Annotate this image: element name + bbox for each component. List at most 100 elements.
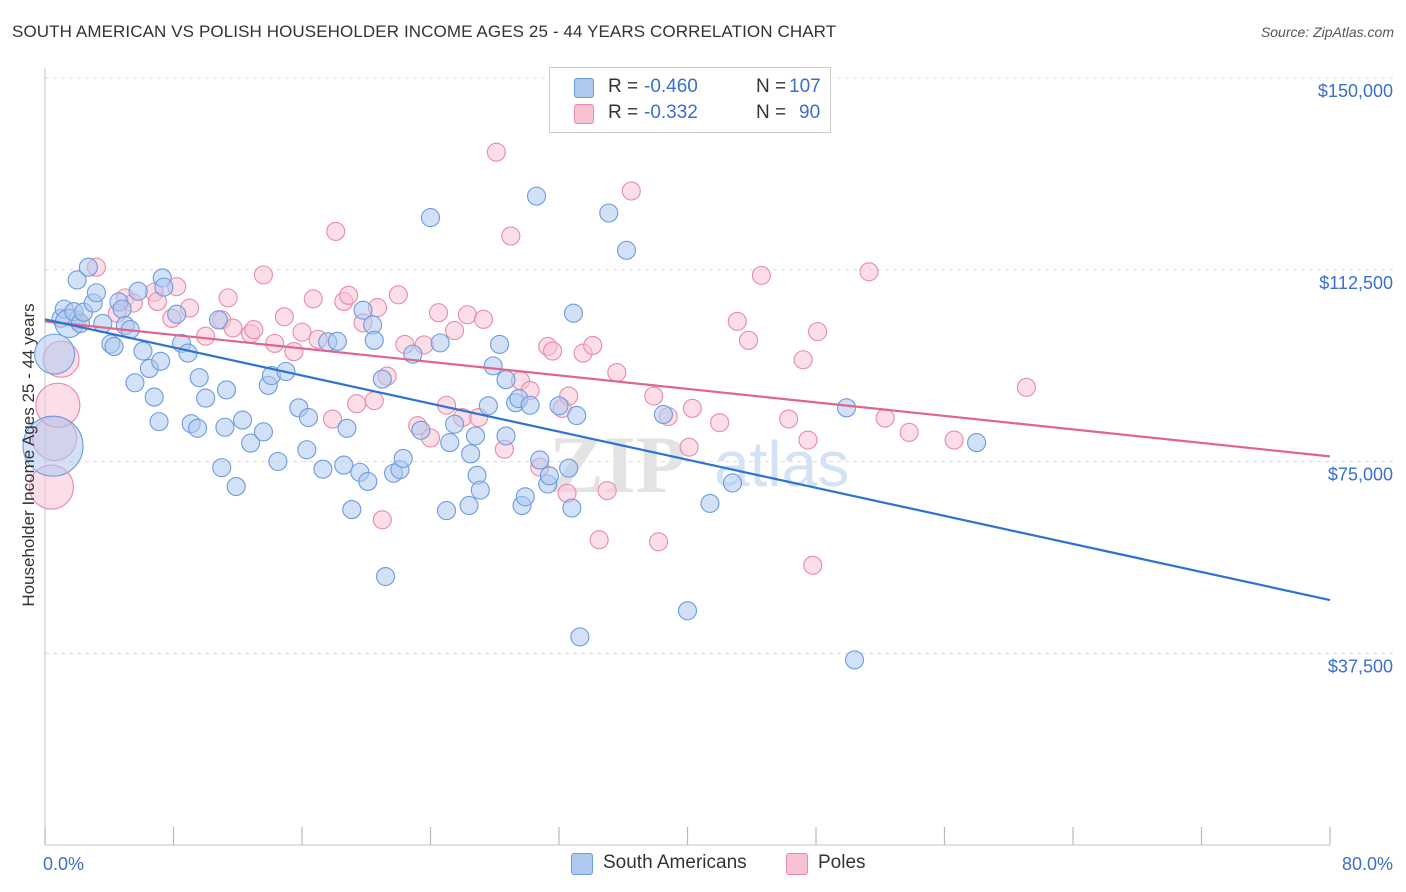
- data-point: [490, 334, 510, 354]
- data-point: [515, 487, 535, 507]
- data-point: [342, 500, 362, 520]
- legend-r-value: -0.332: [644, 102, 698, 123]
- data-point: [710, 413, 730, 433]
- y-tick-label: $150,000: [1318, 81, 1393, 101]
- data-point: [607, 362, 627, 383]
- data-point: [700, 493, 720, 513]
- data-point: [372, 510, 392, 530]
- data-point: [437, 501, 457, 521]
- data-point: [445, 321, 465, 341]
- data-point: [457, 305, 477, 325]
- data-point: [151, 351, 171, 371]
- poles-trend-line: [44, 320, 1331, 458]
- data-point: [616, 240, 637, 260]
- data-point: [313, 459, 333, 479]
- data-point: [265, 333, 285, 353]
- data-point: [803, 555, 823, 575]
- data-point: [722, 473, 743, 493]
- data-point: [899, 422, 919, 442]
- data-point: [216, 380, 237, 400]
- data-point: [178, 343, 198, 363]
- legend-r-value: -0.460: [644, 76, 698, 97]
- data-point: [738, 330, 759, 350]
- x-tick-label-max: 80.0%: [1342, 854, 1393, 874]
- data-point: [353, 300, 373, 320]
- data-point: [196, 326, 216, 346]
- data-point: [67, 270, 87, 290]
- chart-title: SOUTH AMERICAN VS POLISH HOUSEHOLDER INC…: [12, 22, 837, 41]
- data-point: [478, 396, 498, 416]
- data-point: [473, 309, 494, 329]
- data-point: [337, 418, 357, 438]
- data-point: [470, 480, 490, 500]
- data-point: [461, 444, 481, 464]
- data-point: [859, 262, 879, 282]
- y-tick-label: $37,500: [1328, 656, 1393, 676]
- data-point: [393, 448, 413, 468]
- data-point: [154, 277, 174, 297]
- data-point: [22, 415, 84, 477]
- data-point: [125, 373, 145, 393]
- data-point: [326, 221, 346, 241]
- legend-r-label: R =: [608, 102, 639, 123]
- y-axis-label: Householder Income Ages 25 - 44 years: [19, 303, 38, 606]
- legend-label: South Americans: [603, 852, 747, 873]
- data-point: [967, 433, 987, 453]
- data-point: [520, 395, 540, 415]
- data-point: [297, 440, 317, 460]
- data-point: [104, 336, 124, 357]
- data-point: [570, 627, 590, 647]
- data-point: [793, 350, 813, 370]
- data-point: [621, 181, 641, 201]
- data-point: [226, 477, 246, 497]
- data-point: [599, 203, 619, 223]
- data-point: [589, 530, 609, 550]
- data-point: [563, 303, 584, 323]
- data-point: [34, 333, 76, 375]
- data-point: [727, 311, 747, 331]
- data-point: [128, 281, 148, 301]
- data-point: [334, 455, 354, 475]
- y-tick-labels: $37,500 $75,000 $112,500 $150,000: [1318, 81, 1393, 676]
- data-point: [836, 398, 857, 418]
- y-tick-label: $112,500: [1319, 273, 1393, 293]
- data-point: [167, 304, 187, 324]
- data-point: [268, 451, 288, 472]
- legend-n-value: 107: [789, 76, 821, 97]
- data-point: [189, 368, 209, 388]
- data-point: [559, 458, 579, 478]
- data-point: [78, 257, 98, 277]
- data-point: [428, 303, 449, 323]
- data-point: [644, 386, 664, 406]
- data-point: [583, 335, 603, 355]
- data-point: [440, 433, 460, 453]
- data-point: [649, 532, 669, 552]
- legend-label: Poles: [818, 852, 866, 873]
- data-point: [411, 420, 431, 440]
- data-point: [486, 142, 506, 162]
- data-point: [562, 498, 582, 518]
- data-point: [339, 285, 359, 305]
- data-point: [682, 398, 702, 418]
- data-point: [526, 186, 547, 206]
- legend-n-label: N =: [756, 102, 787, 123]
- legend-swatch-pink: [574, 104, 594, 124]
- data-point: [496, 370, 516, 390]
- data-point: [679, 437, 699, 457]
- data-point: [1016, 377, 1036, 397]
- data-point: [253, 422, 274, 442]
- data-point: [212, 458, 232, 478]
- data-point: [322, 409, 343, 429]
- data-point: [112, 299, 132, 319]
- data-point: [844, 650, 865, 670]
- y-tick-label: $75,000: [1328, 465, 1393, 485]
- data-point: [375, 566, 396, 587]
- legend-r-label: R =: [608, 76, 639, 97]
- data-point: [347, 394, 367, 414]
- legend-swatch-blue: [571, 853, 593, 875]
- data-point: [327, 331, 347, 351]
- data-point: [543, 341, 563, 361]
- data-point: [388, 285, 408, 305]
- data-point: [188, 418, 208, 438]
- data-point: [751, 265, 771, 285]
